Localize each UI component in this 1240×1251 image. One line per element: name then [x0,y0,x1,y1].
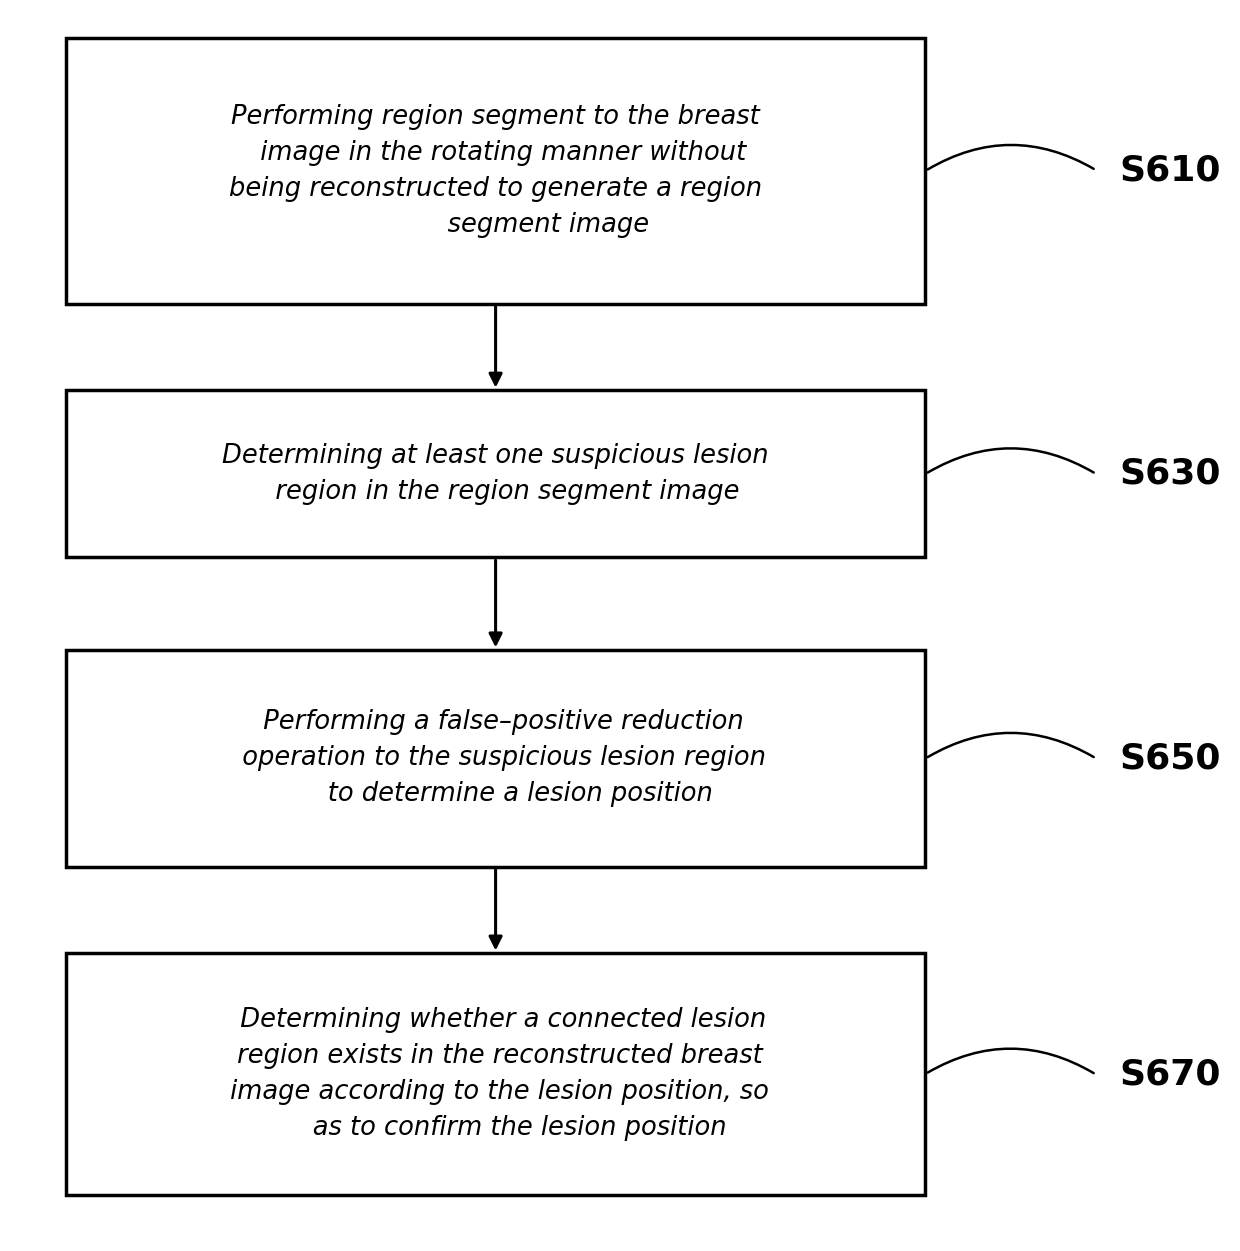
Text: Performing a false–positive reduction
  operation to the suspicious lesion regio: Performing a false–positive reduction op… [226,709,765,807]
Text: Determining at least one suspicious lesion
   region in the region segment image: Determining at least one suspicious lesi… [222,443,769,505]
Text: S630: S630 [1120,457,1221,490]
FancyArrowPatch shape [928,733,1094,757]
FancyBboxPatch shape [66,953,925,1195]
Text: S610: S610 [1120,153,1221,188]
FancyBboxPatch shape [66,651,925,867]
FancyBboxPatch shape [66,38,925,304]
Text: S650: S650 [1120,742,1221,776]
FancyArrowPatch shape [928,1048,1094,1073]
Text: Determining whether a connected lesion
 region exists in the reconstructed breas: Determining whether a connected lesion r… [222,1007,769,1141]
Text: S670: S670 [1120,1057,1221,1092]
Text: Performing region segment to the breast
  image in the rotating manner without
b: Performing region segment to the breast … [229,104,763,238]
FancyArrowPatch shape [928,145,1094,169]
FancyBboxPatch shape [66,390,925,558]
FancyArrowPatch shape [928,448,1094,473]
